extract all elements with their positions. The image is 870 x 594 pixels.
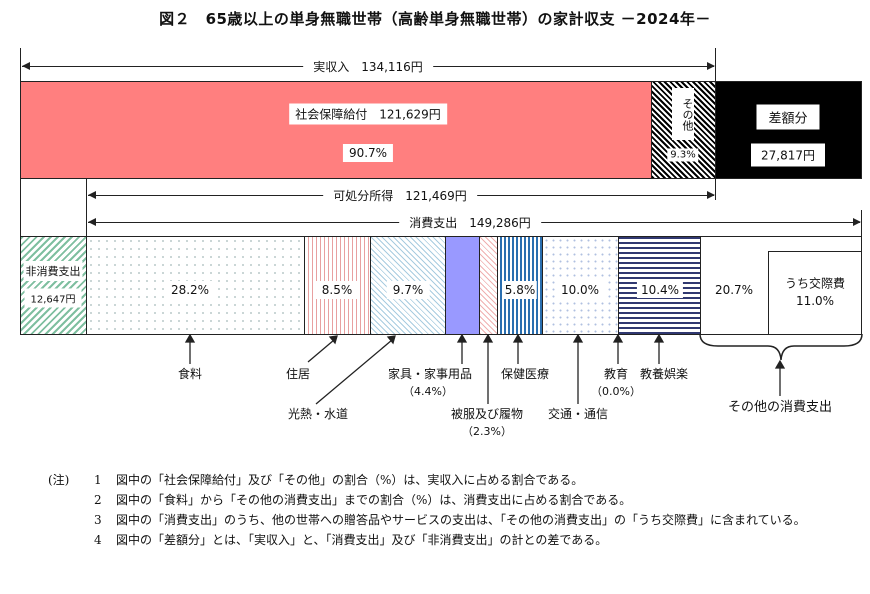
category-clothing: 被服及び履物 (450, 407, 524, 421)
surplus-label: 差額分 (756, 104, 820, 130)
non-consumption-spacer (20, 178, 87, 237)
notes: (注) 1 図中の「社会保障給付」及び「その他」の割合（%）は、実収入に占める割… (48, 470, 856, 550)
food-pct: 28.2% (164, 281, 216, 299)
category-education-pct: （0.0%） (591, 385, 641, 398)
notes-head: (注) (48, 473, 70, 487)
category-housing: 住居 (285, 367, 311, 381)
other-income-pct: 9.3% (667, 148, 699, 162)
brace-icon (699, 334, 863, 361)
disposable-income-label: 可処分所得 121,469円 (323, 187, 477, 204)
note-2: 2 図中の「食料」から「その他の消費支出」までの割合（%）は、消費支出に占める割… (94, 493, 632, 507)
other-income-label: その他 (672, 88, 694, 140)
food-segment (86, 236, 305, 335)
category-furniture-pct: （4.4%） (403, 385, 453, 398)
medical-pct: 5.8% (503, 281, 537, 299)
entertainment-subsegment (768, 251, 862, 335)
arrow-left-icon (22, 62, 30, 70)
category-medical: 保健医療 (500, 367, 550, 381)
culture-pct: 10.4% (636, 282, 684, 298)
entertainment-pct: 11.0% (795, 294, 835, 308)
transport-pct: 10.0% (554, 281, 606, 299)
disposable-left-guide (86, 178, 87, 236)
social-security-pct: 90.7% (342, 144, 394, 162)
other-consumption-pct: 20.7% (714, 283, 754, 297)
social-security-label: 社会保障給付 121,629円 (289, 103, 447, 125)
note-3: 3 図中の「消費支出」のうち、他の世帯への贈答品やサービスの支出は、「その他の消… (94, 513, 806, 527)
consumption-right-guide (861, 210, 862, 236)
category-culture: 教養娯楽 (639, 367, 689, 381)
category-transport: 交通・通信 (547, 407, 609, 421)
page-title: 図２ 65歳以上の単身無職世帯（高齢単身無職世帯）の家計収支 －2024年－ (159, 10, 711, 28)
category-education: 教育 (603, 367, 629, 381)
category-food: 食料 (177, 367, 203, 381)
disposable-right-guide (715, 178, 716, 200)
housing-pct: 8.5% (315, 281, 359, 299)
category-other: その他の消費支出 (727, 400, 833, 415)
utilities-pct: 9.7% (386, 281, 430, 299)
income-total-label: 実収入 134,116円 (303, 58, 433, 75)
note-4: 4 図中の「差額分」とは、「実収入」と、「消費支出」及び「非消費支出」の計との差… (94, 533, 608, 547)
income-right-guide (715, 48, 716, 81)
non-consumption-label: 非消費支出 (23, 261, 83, 281)
arrow-left-icon (88, 218, 96, 226)
clothing-segment (479, 236, 498, 335)
entertainment-label: うち交際費 (784, 276, 846, 291)
arrow-left-icon (88, 191, 96, 199)
social-security-segment (20, 81, 652, 179)
surplus-value: 27,817円 (751, 143, 825, 167)
arrow-right-icon (853, 218, 861, 226)
arrow-right-icon (707, 62, 715, 70)
note-1: (注) 1 図中の「社会保障給付」及び「その他」の割合（%）は、実収入に占める割… (48, 470, 856, 490)
category-pointers (184, 334, 786, 405)
furniture-segment (445, 236, 480, 335)
category-clothing-pct: （2.3%） (462, 425, 512, 438)
arrow-right-icon (707, 191, 715, 199)
non-consumption-value: 12,647円 (24, 288, 82, 308)
category-furniture: 家具・家事用品 (387, 367, 473, 381)
category-utilities: 光熱・水道 (287, 407, 349, 421)
non-consumption-segment (20, 236, 87, 335)
consumption-label: 消費支出 149,286円 (399, 214, 541, 231)
